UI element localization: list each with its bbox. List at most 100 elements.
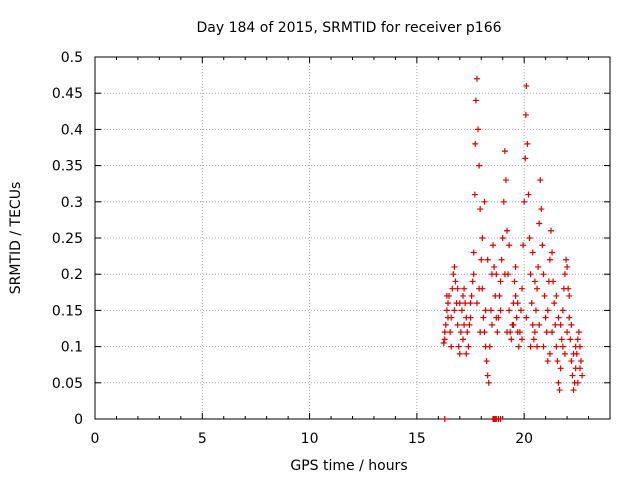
data-point [473, 300, 480, 307]
data-point [502, 177, 509, 184]
data-point [454, 285, 461, 292]
data-point [513, 314, 520, 321]
data-point [534, 343, 541, 350]
data-point [479, 235, 486, 241]
data-point [469, 278, 476, 285]
data-point [443, 307, 450, 314]
data-point [451, 263, 458, 270]
data-point [484, 256, 491, 263]
data-point [546, 256, 553, 263]
data-point [549, 249, 556, 256]
y-tick-label: 0.45 [52, 86, 83, 102]
data-point [488, 321, 495, 328]
data-point [441, 416, 448, 422]
data-point [539, 242, 546, 249]
data-point [468, 292, 475, 299]
data-point [521, 198, 528, 205]
data-point [570, 387, 577, 394]
data-point [523, 314, 530, 321]
grid-lines [95, 57, 610, 419]
x-axis-label: GPS time / hours [290, 458, 407, 474]
data-point [487, 307, 494, 314]
x-tick-label: 20 [515, 431, 533, 447]
data-point [493, 271, 500, 278]
data-point [485, 379, 492, 386]
data-point [472, 97, 479, 104]
data-point [483, 358, 490, 365]
y-tick-label: 0.35 [52, 159, 83, 175]
data-point [549, 329, 556, 336]
data-point [557, 321, 564, 328]
data-point [532, 307, 539, 314]
data-point [563, 256, 570, 263]
data-point [451, 307, 458, 314]
data-point [456, 300, 463, 307]
data-point [508, 336, 515, 343]
data-point [475, 126, 482, 133]
data-point [512, 292, 519, 299]
data-point [558, 336, 565, 343]
data-point [441, 336, 448, 343]
data-point [544, 307, 551, 314]
data-point [564, 263, 571, 270]
data-point [478, 256, 485, 263]
data-point [506, 307, 513, 314]
data-point [500, 198, 507, 205]
data-point [490, 242, 497, 249]
data-point [536, 321, 543, 328]
data-point [556, 387, 563, 394]
data-point [553, 343, 560, 350]
data-point [522, 155, 529, 162]
data-point [542, 314, 549, 321]
data-point [494, 329, 501, 336]
y-tick-label: 0.4 [61, 122, 83, 138]
data-point [531, 278, 538, 285]
data-point [538, 206, 545, 213]
data-point [568, 358, 575, 365]
data-point [576, 365, 583, 372]
data-point [572, 343, 579, 350]
data-point [466, 321, 473, 328]
data-point [575, 329, 582, 336]
data-point [537, 177, 544, 184]
data-point [531, 329, 538, 336]
data-point [442, 321, 449, 328]
data-point [515, 343, 522, 350]
data-point [460, 336, 467, 343]
data-point [491, 263, 498, 270]
data-point [551, 300, 558, 307]
y-axis-label: SRMTID / TECUs [8, 182, 24, 295]
data-point [578, 358, 585, 365]
data-points [440, 75, 586, 422]
data-point [477, 329, 484, 336]
data-point [565, 285, 572, 292]
data-point [522, 111, 529, 118]
data-point [516, 329, 523, 336]
data-point [543, 329, 550, 336]
y-tick-label: 0.5 [61, 50, 83, 66]
data-point [541, 292, 548, 299]
data-point [473, 75, 480, 82]
data-point [527, 271, 534, 278]
data-point [497, 416, 504, 422]
data-point [552, 321, 559, 328]
data-point [540, 343, 547, 350]
data-point [472, 140, 479, 147]
data-point [504, 227, 510, 234]
data-point [526, 235, 533, 241]
data-point [574, 336, 581, 343]
data-point [519, 285, 526, 292]
data-point [480, 314, 487, 321]
data-point [529, 249, 536, 256]
data-point [477, 206, 484, 213]
data-point [554, 358, 561, 365]
data-point [512, 263, 519, 270]
data-point [458, 307, 465, 314]
data-point [579, 372, 586, 379]
data-point [569, 372, 576, 379]
data-point [461, 321, 468, 328]
data-point [529, 321, 536, 328]
data-point [499, 235, 506, 241]
data-point [496, 292, 503, 299]
